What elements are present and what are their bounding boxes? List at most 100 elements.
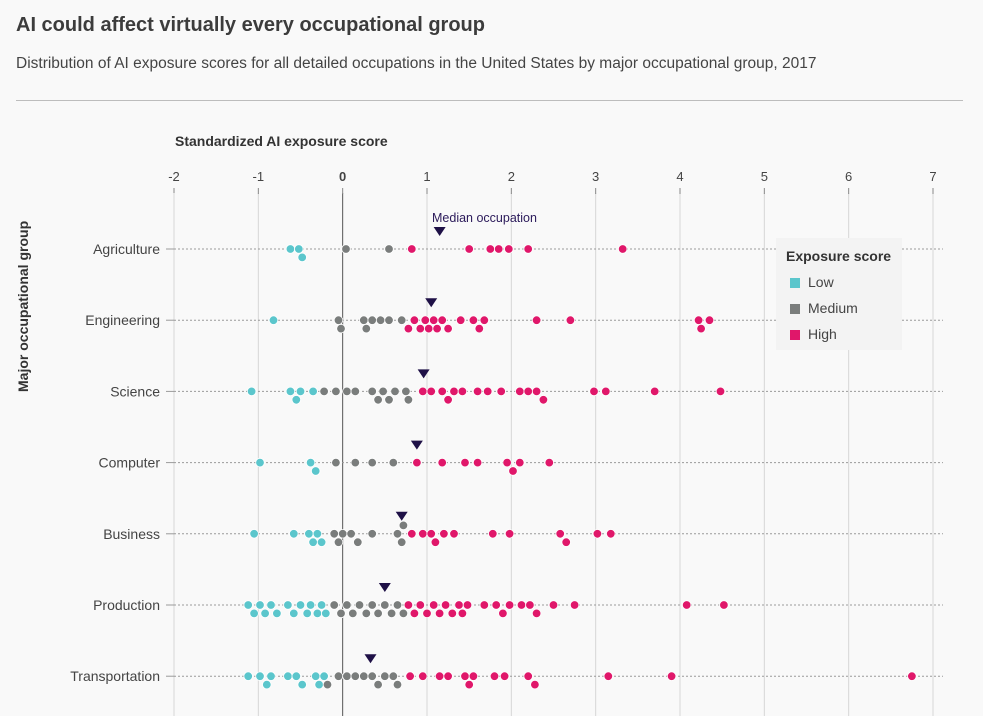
data-point (386, 608, 397, 619)
data-point (268, 315, 279, 325)
data-point (397, 315, 407, 325)
data-point (561, 537, 571, 547)
data-point (418, 671, 428, 681)
data-point (429, 315, 439, 325)
data-point (494, 244, 504, 254)
legend: Exposure score Low Medium High (776, 238, 902, 350)
data-point (336, 323, 346, 334)
data-point (468, 315, 479, 325)
data-point (515, 386, 525, 397)
data-point (392, 600, 403, 610)
data-point (606, 529, 616, 539)
x-axis-label: Standardized AI exposure score (175, 133, 388, 149)
data-point (373, 608, 383, 619)
x-tick-label: -1 (253, 169, 265, 184)
median-annotation: Median occupation (432, 211, 537, 225)
data-point (407, 529, 417, 539)
legend-label-high: High (808, 326, 837, 342)
data-point (260, 608, 270, 619)
category-label: Agriculture (93, 241, 160, 257)
data-point (304, 529, 314, 539)
data-point (525, 600, 535, 610)
data-point (472, 386, 483, 397)
data-point (397, 537, 407, 547)
data-point (531, 315, 542, 325)
data-point (548, 600, 559, 610)
data-point (454, 600, 464, 610)
data-point (367, 386, 377, 397)
category-label: Production (93, 597, 160, 613)
data-point (331, 457, 341, 468)
legend-label-low: Low (808, 274, 834, 290)
data-point (474, 323, 485, 334)
data-point (682, 600, 692, 610)
x-tick-label: 3 (592, 169, 599, 184)
data-point (409, 315, 420, 325)
category-label: Business (103, 526, 160, 542)
data-point (367, 600, 377, 610)
data-point (508, 466, 518, 476)
data-point (719, 600, 729, 610)
category-label: Science (110, 383, 160, 399)
data-point (361, 323, 372, 334)
data-point (314, 679, 324, 690)
category-rows: Agriculture Engineering Science Computer Bus… (70, 241, 943, 684)
header-divider (16, 100, 963, 101)
data-point (262, 679, 272, 690)
data-point (666, 671, 677, 681)
data-point (460, 671, 470, 681)
data-point (353, 537, 363, 547)
data-point (312, 529, 323, 539)
data-point (384, 315, 394, 325)
data-point (504, 529, 515, 539)
data-point (601, 386, 611, 397)
data-point (485, 244, 496, 254)
data-point (255, 671, 265, 681)
data-point (693, 315, 704, 325)
data-point (308, 537, 318, 547)
data-point (354, 600, 365, 610)
data-point (342, 600, 352, 610)
median-marker (425, 298, 438, 308)
data-point (321, 608, 331, 619)
data-point (403, 600, 414, 610)
data-point (443, 671, 453, 681)
data-point (407, 244, 417, 254)
median-marker (417, 369, 430, 379)
category-label: Computer (99, 455, 161, 471)
data-point (342, 386, 352, 397)
data-point (401, 386, 411, 397)
data-point (297, 679, 307, 690)
data-point (384, 244, 394, 254)
data-point (390, 386, 400, 397)
data-point (350, 671, 361, 681)
data-point (249, 529, 259, 539)
x-tick-label: 7 (929, 169, 936, 184)
data-point (488, 529, 498, 539)
data-point (331, 386, 341, 397)
data-point (311, 671, 321, 681)
data-point (380, 600, 390, 610)
data-point (464, 679, 474, 690)
data-point (255, 457, 265, 468)
legend-item-high: High (790, 326, 837, 342)
legend-swatch-medium (790, 304, 800, 314)
data-point (434, 671, 445, 681)
data-point (592, 529, 603, 539)
data-point (336, 608, 346, 619)
data-point (316, 600, 327, 610)
data-point (468, 671, 479, 681)
legend-label-medium: Medium (808, 300, 858, 316)
median-marker (395, 511, 408, 521)
data-point (322, 679, 333, 690)
data-point (329, 529, 339, 539)
data-point (246, 386, 257, 397)
data-point (291, 395, 302, 405)
data-point (398, 520, 409, 531)
data-point (437, 315, 447, 325)
data-point (367, 529, 377, 539)
data-point (422, 608, 432, 619)
legend-item-low: Low (790, 274, 834, 290)
data-point (696, 323, 706, 334)
data-point (618, 244, 628, 254)
